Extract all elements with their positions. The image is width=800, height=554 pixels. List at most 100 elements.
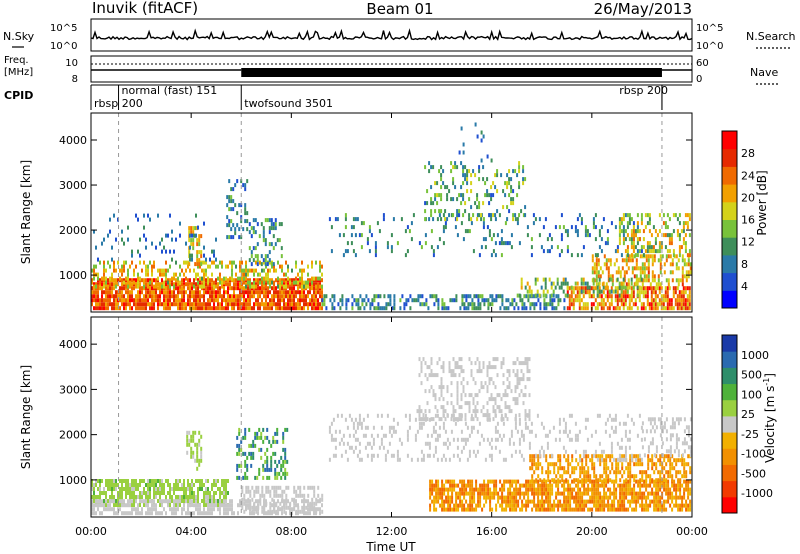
- heatmap-cell: [131, 503, 133, 507]
- heatmap-cell: [622, 233, 625, 238]
- heatmap-cell: [249, 306, 251, 311]
- heatmap-cell: [229, 286, 231, 291]
- heatmap-cell: [680, 294, 683, 299]
- heatmap-cell: [613, 495, 616, 500]
- heatmap-cell: [463, 507, 466, 512]
- heatmap-cell: [643, 274, 646, 279]
- heatmap-cell: [633, 507, 636, 512]
- heatmap-cell: [661, 254, 664, 259]
- heatmap-cell: [270, 467, 273, 472]
- heatmap-cell: [641, 507, 644, 512]
- heatmap-cell: [595, 274, 598, 279]
- heatmap-cell: [135, 302, 137, 307]
- heatmap-cell: [549, 483, 552, 488]
- heatmap-cell: [351, 294, 354, 299]
- heatmap-cell: [444, 457, 447, 462]
- heatmap-cell: [245, 290, 247, 295]
- heatmap-cell: [663, 507, 666, 512]
- heatmap-cell: [232, 199, 235, 204]
- heatmap-cell: [196, 454, 199, 459]
- heatmap-cell: [555, 483, 558, 488]
- heatmap-cell: [486, 193, 489, 198]
- heatmap-cell: [133, 298, 135, 303]
- heatmap-cell: [169, 294, 171, 299]
- heatmap-cell: [482, 201, 485, 206]
- heatmap-cell: [305, 284, 307, 289]
- heatmap-cell: [119, 491, 121, 495]
- heatmap-cell: [139, 260, 141, 265]
- heatmap-cell: [418, 421, 421, 426]
- heatmap-cell: [658, 302, 661, 307]
- heatmap-cell: [259, 272, 261, 277]
- heatmap-cell: [103, 302, 105, 307]
- heatmap-cell: [462, 142, 465, 147]
- heatmap-cell: [229, 507, 231, 512]
- heatmap-cell: [443, 302, 446, 307]
- heatmap-cell: [187, 264, 189, 269]
- heatmap-cell: [125, 483, 127, 487]
- heatmap-cell: [127, 290, 129, 295]
- heatmap-cell: [230, 195, 233, 200]
- heatmap-cell: [187, 499, 189, 503]
- heatmap-cell: [189, 302, 191, 307]
- heatmap-cell: [207, 487, 209, 491]
- heatmap-cell: [631, 507, 634, 512]
- heatmap-cell: [529, 499, 532, 504]
- heatmap-cell: [629, 478, 632, 483]
- heatmap-cell: [139, 306, 141, 311]
- heatmap-cell: [151, 290, 153, 295]
- heatmap-cell: [259, 286, 261, 291]
- heatmap-cell: [297, 302, 299, 307]
- heatmap-cell: [647, 262, 650, 267]
- heatmap-cell: [641, 254, 644, 259]
- noise-panel-frame: [90, 18, 693, 52]
- heatmap-cell: [639, 503, 642, 508]
- heatmap-cell: [639, 274, 642, 279]
- heatmap-cell: [245, 489, 248, 494]
- heatmap-cell: [644, 213, 647, 218]
- heatmap-cell: [601, 499, 604, 504]
- heatmap-cell: [313, 294, 315, 299]
- heatmap-cell: [315, 282, 317, 287]
- heatmap-cell: [219, 302, 221, 307]
- heatmap-cell: [639, 458, 642, 463]
- heatmap-cell: [659, 458, 662, 463]
- heatmap-cell: [677, 483, 680, 488]
- heatmap-cell: [319, 284, 321, 289]
- heatmap-cell: [251, 290, 253, 295]
- heatmap-cell: [203, 298, 205, 303]
- heatmap-cell: [319, 268, 321, 273]
- heatmap-cell: [265, 264, 267, 269]
- heatmap-cell: [311, 264, 313, 269]
- heatmap-cell: [435, 491, 438, 496]
- heatmap-cell: [377, 294, 380, 299]
- heatmap-cell: [303, 302, 305, 307]
- heatmap-cell: [305, 302, 307, 307]
- heatmap-cell: [105, 491, 107, 495]
- heatmap-cell: [549, 491, 552, 496]
- heatmap-cell: [550, 281, 553, 286]
- heatmap-cell: [496, 233, 499, 238]
- heatmap-cell: [642, 286, 645, 291]
- heatmap-cell: [513, 503, 516, 508]
- heatmap-cell: [265, 485, 268, 490]
- heatmap-cell: [518, 169, 521, 174]
- heatmap-cell: [267, 268, 269, 273]
- heatmap-cell: [121, 229, 123, 234]
- heatmap-cell: [613, 479, 616, 484]
- heatmap-cell: [599, 495, 602, 500]
- heatmap-cell: [577, 507, 580, 512]
- heatmap-cell: [315, 509, 318, 514]
- heatmap-cell: [199, 503, 201, 508]
- heatmap-cell: [252, 218, 255, 223]
- heatmap-cell: [669, 487, 672, 492]
- heatmap-cell: [223, 298, 225, 303]
- heatmap-cell: [105, 276, 107, 281]
- heatmap-cell: [175, 479, 177, 483]
- heatmap-cell: [263, 294, 265, 299]
- heatmap-cell: [542, 225, 545, 230]
- heatmap-cell: [457, 507, 460, 512]
- heatmap-cell: [677, 470, 680, 475]
- heatmap-cell: [551, 487, 554, 492]
- heatmap-cell: [285, 493, 288, 498]
